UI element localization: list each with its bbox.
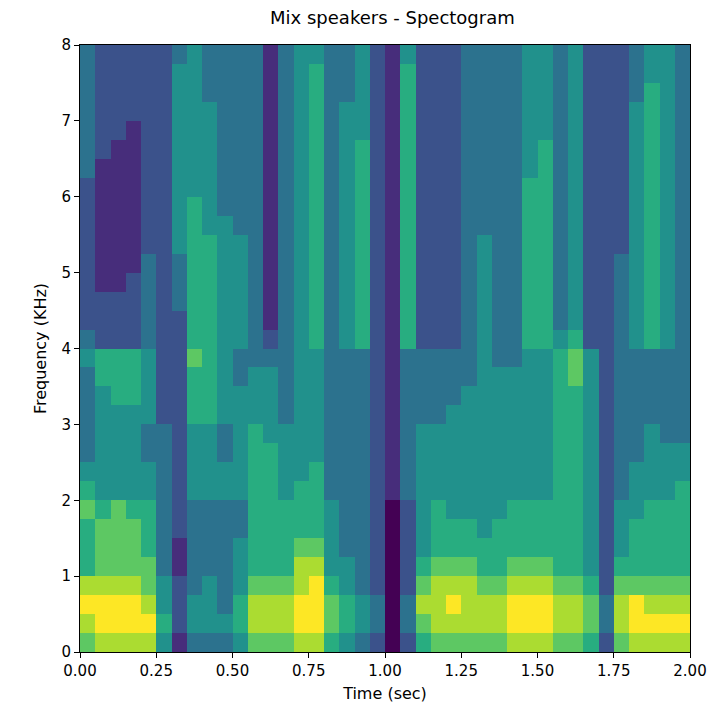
svg-text:8: 8 (61, 36, 71, 54)
svg-text:2: 2 (61, 492, 71, 510)
svg-text:1: 1 (61, 567, 71, 585)
svg-text:0.00: 0.00 (63, 662, 96, 680)
svg-text:1.50: 1.50 (521, 662, 554, 680)
svg-text:0.75: 0.75 (292, 662, 325, 680)
svg-text:1.25: 1.25 (445, 662, 478, 680)
svg-text:6: 6 (61, 188, 71, 206)
svg-text:0: 0 (61, 643, 71, 661)
svg-text:4: 4 (61, 340, 71, 358)
svg-text:Frequency (KHz): Frequency (KHz) (31, 283, 50, 414)
svg-text:3: 3 (61, 416, 71, 434)
svg-text:0.25: 0.25 (140, 662, 173, 680)
svg-text:5: 5 (61, 264, 71, 282)
svg-text:2.00: 2.00 (673, 662, 706, 680)
svg-text:Time (sec): Time (sec) (342, 684, 427, 703)
svg-text:Mix speakers - Spectogram: Mix speakers - Spectogram (270, 7, 515, 28)
svg-text:1.00: 1.00 (368, 662, 401, 680)
svg-text:1.75: 1.75 (597, 662, 630, 680)
svg-text:0.50: 0.50 (216, 662, 249, 680)
svg-text:7: 7 (61, 112, 71, 130)
